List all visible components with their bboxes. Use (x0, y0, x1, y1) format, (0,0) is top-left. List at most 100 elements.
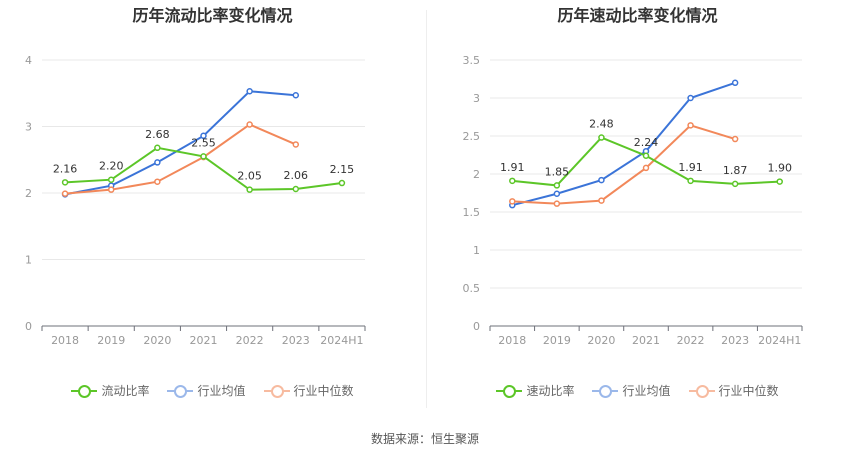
legend-label: 行业均值 (197, 384, 246, 398)
x-tick-label: 2019 (543, 334, 571, 347)
data-point (553, 182, 561, 189)
data-point (200, 153, 207, 160)
x-tick-label: 2024H1 (758, 334, 801, 347)
data-label: 2.15 (330, 163, 355, 176)
data-point (509, 198, 516, 205)
data-point (246, 186, 253, 193)
data-label: 2.24 (634, 136, 659, 149)
data-point (642, 164, 650, 172)
data-label: 1.87 (723, 164, 748, 177)
data-point (731, 79, 739, 87)
data-point (642, 152, 650, 160)
panel-divider (426, 10, 427, 408)
y-tick-label: 3 (473, 92, 480, 105)
y-tick-label: 2 (473, 168, 480, 181)
chart-title: 历年流动比率变化情况 (132, 6, 293, 25)
data-point (107, 176, 115, 183)
y-tick-label: 1 (473, 244, 480, 257)
x-tick-label: 2022 (677, 334, 705, 347)
y-tick-label: 1.5 (463, 206, 481, 219)
data-source-note: 数据来源：恒生聚源 (370, 432, 479, 446)
x-tick-label: 2022 (236, 334, 264, 347)
data-label: 1.90 (767, 162, 792, 175)
legend-item-quick-ratio[interactable]: 速动比率 (496, 382, 574, 399)
data-point (292, 185, 300, 193)
x-tick-label: 2018 (51, 334, 79, 347)
data-label: 1.91 (678, 161, 703, 174)
data-label: 2.20 (99, 160, 124, 173)
y-tick-label: 1 (25, 254, 32, 267)
data-point (776, 178, 783, 185)
x-tick-label: 2018 (498, 334, 526, 347)
data-label: 1.91 (500, 161, 525, 174)
data-point (61, 190, 69, 197)
y-tick-label: 2 (25, 187, 32, 200)
chart-legend: 速动比率 行业均值 行业中位数 (425, 382, 850, 399)
data-point (154, 178, 161, 185)
data-point (687, 122, 694, 129)
x-tick-label: 2024H1 (320, 334, 363, 347)
quick-ratio-plot: 0 0.5 1 1.5 2 2.5 3 3.5 2018 2019 2020 2021 2022 2023… (463, 54, 803, 347)
legend-item-industry-median[interactable]: 行业中位数 (263, 382, 354, 399)
chart-legend: 流动比率 行业均值 行业中位数 (0, 382, 425, 399)
data-point (598, 134, 605, 141)
legend-line-icon (592, 384, 619, 398)
series-line (512, 81, 736, 207)
x-tick-label: 2023 (282, 334, 310, 347)
data-point (598, 176, 605, 184)
legend-line-icon (496, 384, 523, 398)
legend-line-icon (71, 384, 98, 398)
data-point (509, 177, 516, 185)
data-point (338, 179, 346, 187)
y-tick-label: 3.5 (463, 54, 481, 67)
legend-line-icon (263, 384, 290, 398)
legend-label: 行业中位数 (718, 384, 779, 398)
legend-label: 流动比率 (101, 384, 150, 398)
data-point (292, 141, 300, 148)
legend-item-industry-mean[interactable]: 行业均值 (167, 382, 246, 399)
x-tick-label: 2021 (632, 334, 660, 347)
x-tick-label: 2023 (721, 334, 749, 347)
data-point (246, 88, 253, 95)
series-line (64, 90, 296, 196)
data-point (246, 121, 253, 128)
data-point (200, 132, 207, 140)
data-point (731, 180, 739, 188)
data-point (731, 135, 739, 143)
current-ratio-plot: 0 1 2 3 4 2018 2019 2020 2021 2022 2023 2024H1 2.16 2… (25, 54, 366, 347)
legend-label: 行业均值 (622, 384, 671, 398)
current-ratio-chart: 历年流动比率变化情况 0 1 2 3 4 2018 2019 2020 2021 2022 2023… (0, 0, 425, 410)
data-point (598, 197, 605, 204)
data-point (553, 200, 561, 207)
data-point (154, 144, 161, 152)
series-line (512, 124, 736, 205)
y-tick-label: 3 (25, 121, 32, 134)
data-point (553, 190, 561, 198)
data-point (107, 186, 115, 193)
legend-line-icon (688, 384, 715, 398)
y-tick-label: 0 (25, 320, 32, 333)
y-tick-label: 4 (25, 54, 32, 67)
data-label: 2.68 (145, 128, 170, 141)
y-tick-label: 0.5 (463, 282, 481, 295)
legend-item-industry-mean[interactable]: 行业均值 (592, 382, 671, 399)
data-label: 2.06 (284, 169, 309, 182)
y-tick-label: 2.5 (463, 130, 481, 143)
data-label: 2.16 (53, 162, 78, 175)
data-label: 2.55 (191, 136, 216, 149)
chart-title: 历年速动比率变化情况 (557, 6, 718, 25)
data-point (61, 179, 69, 186)
series-line (64, 123, 297, 195)
data-label: 2.48 (589, 118, 614, 131)
legend-label: 行业中位数 (293, 384, 354, 398)
data-point (292, 91, 300, 99)
x-tick-label: 2019 (97, 334, 125, 347)
x-tick-label: 2020 (143, 334, 171, 347)
legend-line-icon (167, 384, 194, 398)
x-tick-label: 2020 (587, 334, 615, 347)
quick-ratio-chart: 历年速动比率变化情况 0 0.5 1 1.5 2 2.5 3 3.5 2018 2019 2020 2… (425, 0, 850, 410)
data-point (687, 94, 694, 102)
x-tick-label: 2021 (190, 334, 218, 347)
legend-item-current-ratio[interactable]: 流动比率 (71, 382, 149, 399)
legend-item-industry-median[interactable]: 行业中位数 (688, 382, 779, 399)
